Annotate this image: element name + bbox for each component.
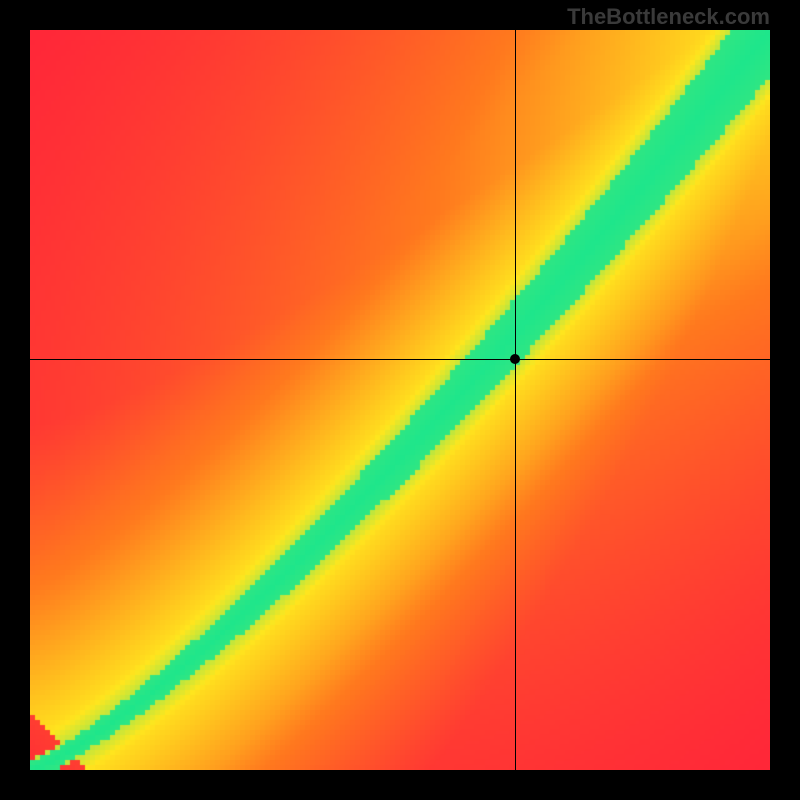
- crosshair-vertical: [515, 30, 516, 770]
- crosshair-horizontal: [30, 359, 770, 360]
- crosshair-marker: [510, 354, 520, 364]
- heatmap-plot: [30, 30, 770, 770]
- chart-container: TheBottleneck.com: [0, 0, 800, 800]
- heatmap-canvas: [30, 30, 770, 770]
- watermark-text: TheBottleneck.com: [567, 4, 770, 30]
